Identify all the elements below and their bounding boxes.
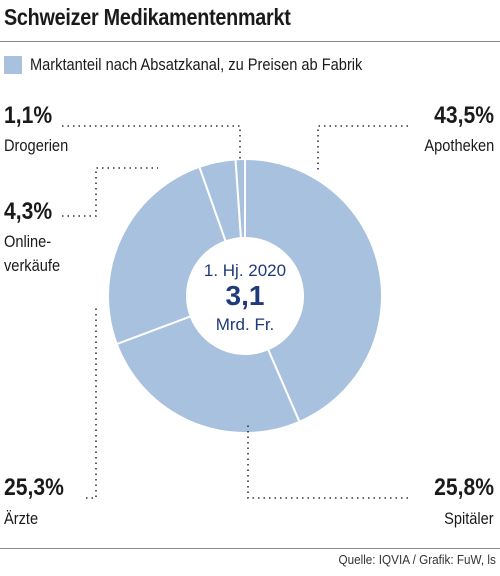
leader-spitaeler bbox=[247, 424, 408, 499]
title-divider bbox=[0, 41, 500, 42]
slice-aerzte bbox=[107, 165, 227, 346]
center-unit: Mrd. Fr. bbox=[216, 315, 275, 334]
pct-label-apotheken: 43,5% bbox=[434, 102, 494, 129]
leader-online bbox=[62, 167, 158, 217]
source-note: Quelle: IQVIA / Grafik: FuW, ls bbox=[338, 552, 496, 567]
category-label-apotheken: Apotheken bbox=[424, 136, 494, 155]
category-label-aerzte: Ärzte bbox=[4, 509, 39, 528]
legend: Marktanteil nach Absatzkanal, zu Preisen… bbox=[4, 55, 416, 75]
leader-drogerien bbox=[62, 125, 241, 160]
chart-title: Schweizer Medikamentenmarkt bbox=[4, 4, 291, 30]
center-value: 3,1 bbox=[226, 280, 265, 311]
leader-lines bbox=[62, 125, 408, 499]
footer-divider bbox=[0, 548, 500, 549]
leader-apotheken bbox=[317, 125, 408, 172]
leader-aerzte bbox=[86, 306, 97, 499]
pct-label-aerzte: 25,3% bbox=[4, 474, 64, 501]
center-period: 1. Hj. 2020 bbox=[204, 261, 286, 280]
slice-spitaeler bbox=[115, 315, 301, 434]
legend-label: Marktanteil nach Absatzkanal, zu Preisen… bbox=[30, 55, 363, 74]
category-label-online-line1: Online- bbox=[4, 232, 52, 251]
donut-slices bbox=[107, 157, 383, 434]
category-label-drogerien: Drogerien bbox=[4, 136, 69, 155]
pct-label-online: 4,3% bbox=[4, 198, 53, 225]
slice-apotheken bbox=[244, 157, 383, 424]
category-label-spitaeler: Spitäler bbox=[444, 509, 494, 528]
legend-swatch bbox=[4, 56, 22, 74]
pct-label-drogerien: 1,1% bbox=[4, 102, 53, 129]
slice-drogerien bbox=[234, 157, 246, 240]
pct-label-spitaeler: 25,8% bbox=[434, 474, 494, 501]
category-label-online-line2: verkäufe bbox=[4, 256, 61, 275]
